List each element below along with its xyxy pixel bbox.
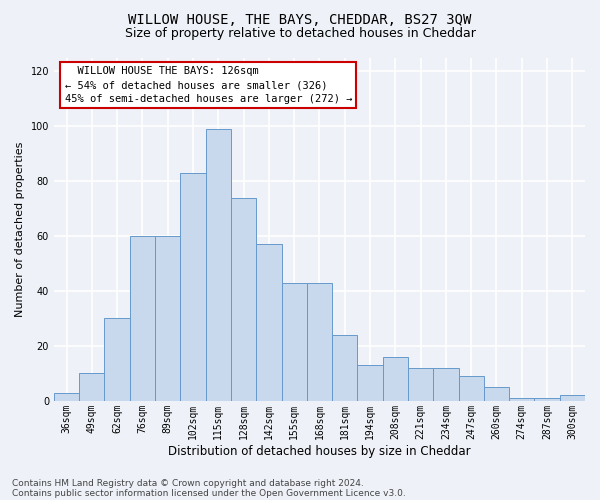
Text: Contains HM Land Registry data © Crown copyright and database right 2024.: Contains HM Land Registry data © Crown c…	[12, 478, 364, 488]
Bar	[509, 398, 535, 401]
Bar	[484, 387, 509, 401]
Bar	[231, 198, 256, 401]
Bar	[155, 236, 181, 401]
Bar	[383, 357, 408, 401]
Bar	[433, 368, 458, 401]
Y-axis label: Number of detached properties: Number of detached properties	[15, 142, 25, 317]
Bar	[130, 236, 155, 401]
Text: WILLOW HOUSE THE BAYS: 126sqm  
← 54% of detached houses are smaller (326)
45% o: WILLOW HOUSE THE BAYS: 126sqm ← 54% of d…	[65, 66, 352, 104]
Bar	[358, 365, 383, 401]
Bar	[535, 398, 560, 401]
Bar	[104, 318, 130, 401]
Bar	[307, 283, 332, 401]
Bar	[206, 129, 231, 401]
Bar	[256, 244, 281, 401]
Bar	[54, 392, 79, 401]
Text: WILLOW HOUSE, THE BAYS, CHEDDAR, BS27 3QW: WILLOW HOUSE, THE BAYS, CHEDDAR, BS27 3Q…	[128, 12, 472, 26]
Bar	[79, 374, 104, 401]
Text: Size of property relative to detached houses in Cheddar: Size of property relative to detached ho…	[125, 28, 475, 40]
Bar	[332, 335, 358, 401]
Text: Contains public sector information licensed under the Open Government Licence v3: Contains public sector information licen…	[12, 488, 406, 498]
Bar	[181, 173, 206, 401]
Bar	[281, 283, 307, 401]
Bar	[408, 368, 433, 401]
Bar	[560, 396, 585, 401]
Bar	[458, 376, 484, 401]
X-axis label: Distribution of detached houses by size in Cheddar: Distribution of detached houses by size …	[168, 444, 471, 458]
